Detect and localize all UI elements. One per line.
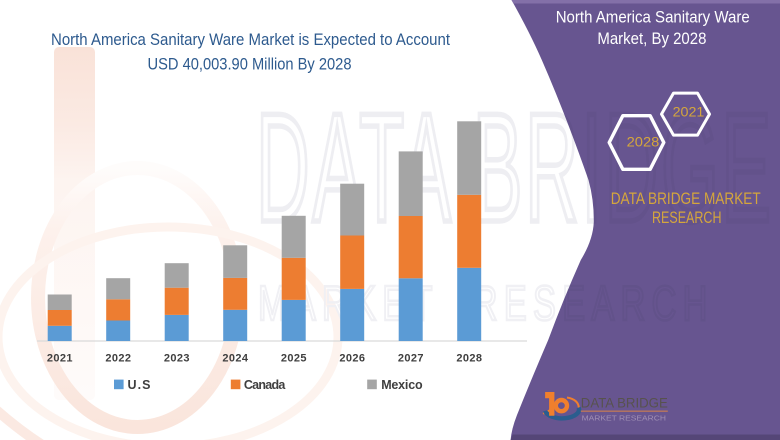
svg-text:U.S: U.S	[128, 378, 151, 392]
svg-text:2028: 2028	[627, 133, 660, 149]
svg-text:DATA BRIDGE: DATA BRIDGE	[581, 396, 668, 411]
svg-text:Mexico: Mexico	[381, 378, 423, 392]
svg-text:2023: 2023	[164, 353, 190, 365]
svg-text:2021: 2021	[673, 104, 705, 120]
svg-text:2025: 2025	[281, 353, 307, 365]
svg-text:DATA BRIDGE MARKET: DATA BRIDGE MARKET	[611, 190, 761, 208]
svg-text:Canada: Canada	[244, 378, 286, 392]
svg-text:USD 40,003.90 Million By 2028: USD 40,003.90 Million By 2028	[148, 55, 352, 74]
svg-text:2028: 2028	[456, 353, 482, 365]
svg-text:2027: 2027	[398, 353, 424, 365]
svg-text:MARKET RESEARCH: MARKET RESEARCH	[582, 415, 666, 422]
svg-text:Market, By 2028: Market, By 2028	[597, 29, 706, 48]
svg-text:2026: 2026	[339, 353, 365, 365]
svg-text:North America Sanitary Ware: North America Sanitary Ware	[556, 8, 750, 27]
svg-text:North America Sanitary Ware Ma: North America Sanitary Ware Market is Ex…	[51, 30, 450, 49]
svg-text:RESEARCH: RESEARCH	[652, 209, 722, 227]
svg-text:2024: 2024	[222, 353, 248, 365]
svg-text:2021: 2021	[47, 353, 73, 365]
svg-text:2022: 2022	[105, 353, 131, 365]
